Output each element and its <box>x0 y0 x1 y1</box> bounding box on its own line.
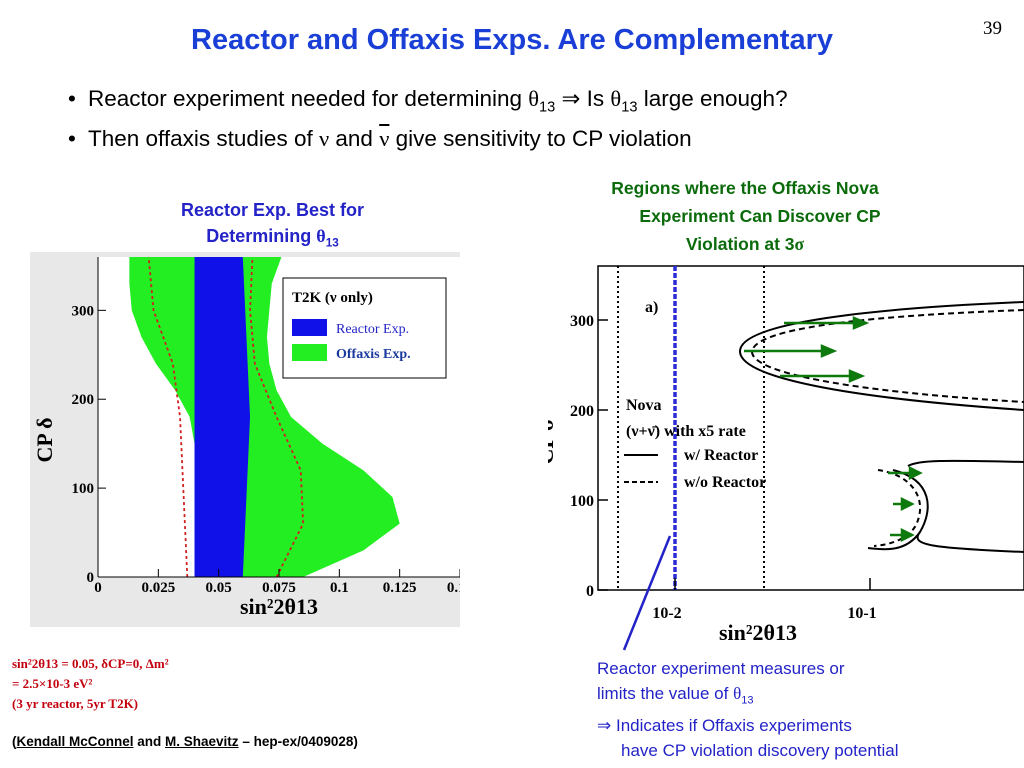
nubar-symbol: ν <box>379 126 390 151</box>
legend-label-with-reactor: w/ Reactor <box>684 447 758 464</box>
caption-line: Experiment Can Discover CP <box>639 206 881 226</box>
note-line: ⇒ Indicates if Offaxis experiments <box>597 716 852 736</box>
legend-label-without-reactor: w/o Reactor <box>684 474 766 491</box>
right-chart-legend: Nova (ν+ν̄) with x5 rate w/ Reactor w/o … <box>624 397 766 491</box>
region-curve-with-reactor <box>738 301 1024 411</box>
bullet-dot: • <box>68 86 76 111</box>
y-tick-label: 0 <box>586 583 594 600</box>
contour-line <box>147 256 189 578</box>
note-line: limits the value of θ13 <box>597 684 754 707</box>
legend-swatch-reactor <box>292 319 327 336</box>
region-curve-with-reactor-low <box>867 459 1024 553</box>
x-tick-label: 0 <box>94 580 102 596</box>
subscript: 13 <box>621 99 638 116</box>
legend-title: T2K (ν only) <box>292 290 373 306</box>
legend-swatch-offaxis <box>292 344 327 361</box>
legend-label-offaxis: Offaxis Exp. <box>336 347 411 362</box>
caption-line: Reactor Exp. Best for <box>180 200 365 220</box>
y-tick-label: 300 <box>570 313 594 330</box>
caption-line: Determining θ13 <box>206 226 339 250</box>
param-line: (3 yr reactor, 5yr T2K) <box>12 696 139 711</box>
right-y-axis-label: CP δ <box>548 419 558 464</box>
region-curve-without-reactor-low <box>873 469 922 547</box>
x-tick-label: 0.15 <box>447 580 460 596</box>
right-plot-caption: Regions where the Offaxis Nova Experimen… <box>555 174 935 258</box>
contour-line <box>249 256 305 578</box>
citation: (Kendall McConnel and M. Shaevitz – hep-… <box>12 734 358 749</box>
x-tick-label: 10-1 <box>847 605 876 622</box>
caption-line: Violation at 3σ <box>685 234 805 254</box>
page-number: 39 <box>983 18 1002 39</box>
bullet-1: • Reactor experiment needed for determin… <box>68 86 788 116</box>
right-note: Reactor experiment measures or limits th… <box>597 656 899 763</box>
left-plot-caption: Reactor Exp. Best for Determining θ13 <box>140 197 405 257</box>
pointer-arrow <box>622 535 672 651</box>
x-tick-label: 0.125 <box>383 580 417 596</box>
x-tick-label: 0.025 <box>141 580 175 596</box>
subscript: 13 <box>539 99 556 116</box>
bullet-text: ⇒ Is <box>555 86 611 111</box>
bullet-text: Then offaxis studies of <box>88 126 319 151</box>
x-tick-label: 0.1 <box>330 580 349 596</box>
chart-legend: T2K (ν only) Reactor Exp. Offaxis Exp. <box>282 277 447 379</box>
bullet-text: give sensitivity to CP violation <box>389 126 692 151</box>
left-x-axis-label: sin²2θ13 <box>240 594 318 619</box>
bullet-text: Reactor experiment needed for determinin… <box>88 86 529 111</box>
left-y-axis-label: CP δ <box>32 417 57 462</box>
x-tick-label: 0.075 <box>262 580 296 596</box>
y-tick-label: 200 <box>72 392 95 408</box>
bullet-text: and <box>329 126 380 151</box>
y-tick-label: 0 <box>87 570 95 586</box>
parameters-note: sin²2θ13 = 0.05, δCP=0, Δm² = 2.5×10-3 e… <box>12 654 169 714</box>
author-link[interactable]: Kendall McConnel <box>16 734 134 749</box>
y-tick-label: 300 <box>72 303 95 319</box>
caption-line: Regions where the Offaxis Nova <box>611 178 879 198</box>
note-line: have CP violation discovery potential <box>621 741 899 761</box>
param-line: sin²2θ13 = 0.05, δCP=0, Δm² <box>12 656 169 671</box>
y-tick-label: 200 <box>570 403 594 420</box>
author-link[interactable]: M. Shaevitz <box>165 734 239 749</box>
shift-arrows <box>744 316 923 543</box>
param-line: = 2.5×10-3 eV² <box>12 676 93 691</box>
y-tick-label: 100 <box>570 493 594 510</box>
slide-title: Reactor and Offaxis Exps. Are Complement… <box>191 24 833 56</box>
left-chart: 0 0.025 0.05 0.075 0.1 0.125 0.15 0 100 200 300 T2… <box>30 252 460 627</box>
theta-symbol: θ <box>610 86 622 111</box>
bullet-text: large enough? <box>637 86 788 111</box>
reactor-band <box>194 257 251 577</box>
x-tick-label: 10-2 <box>652 605 681 622</box>
panel-label: a) <box>645 299 658 316</box>
nu-symbol: ν <box>318 126 330 151</box>
legend-title-line2: (ν+ν̄) with x5 rate <box>626 423 746 440</box>
note-line: Reactor experiment measures or <box>597 659 845 678</box>
bullet-dot: • <box>68 126 76 151</box>
theta-symbol: θ <box>528 86 540 111</box>
x-tick-label: 0.05 <box>206 580 232 596</box>
legend-label-reactor: Reactor Exp. <box>336 322 409 337</box>
legend-title-line1: Nova <box>626 397 662 414</box>
right-x-axis-label: sin²2θ13 <box>719 620 797 645</box>
bullet-2: • Then offaxis studies of ν and ν give s… <box>68 126 692 152</box>
y-tick-label: 100 <box>72 481 95 497</box>
